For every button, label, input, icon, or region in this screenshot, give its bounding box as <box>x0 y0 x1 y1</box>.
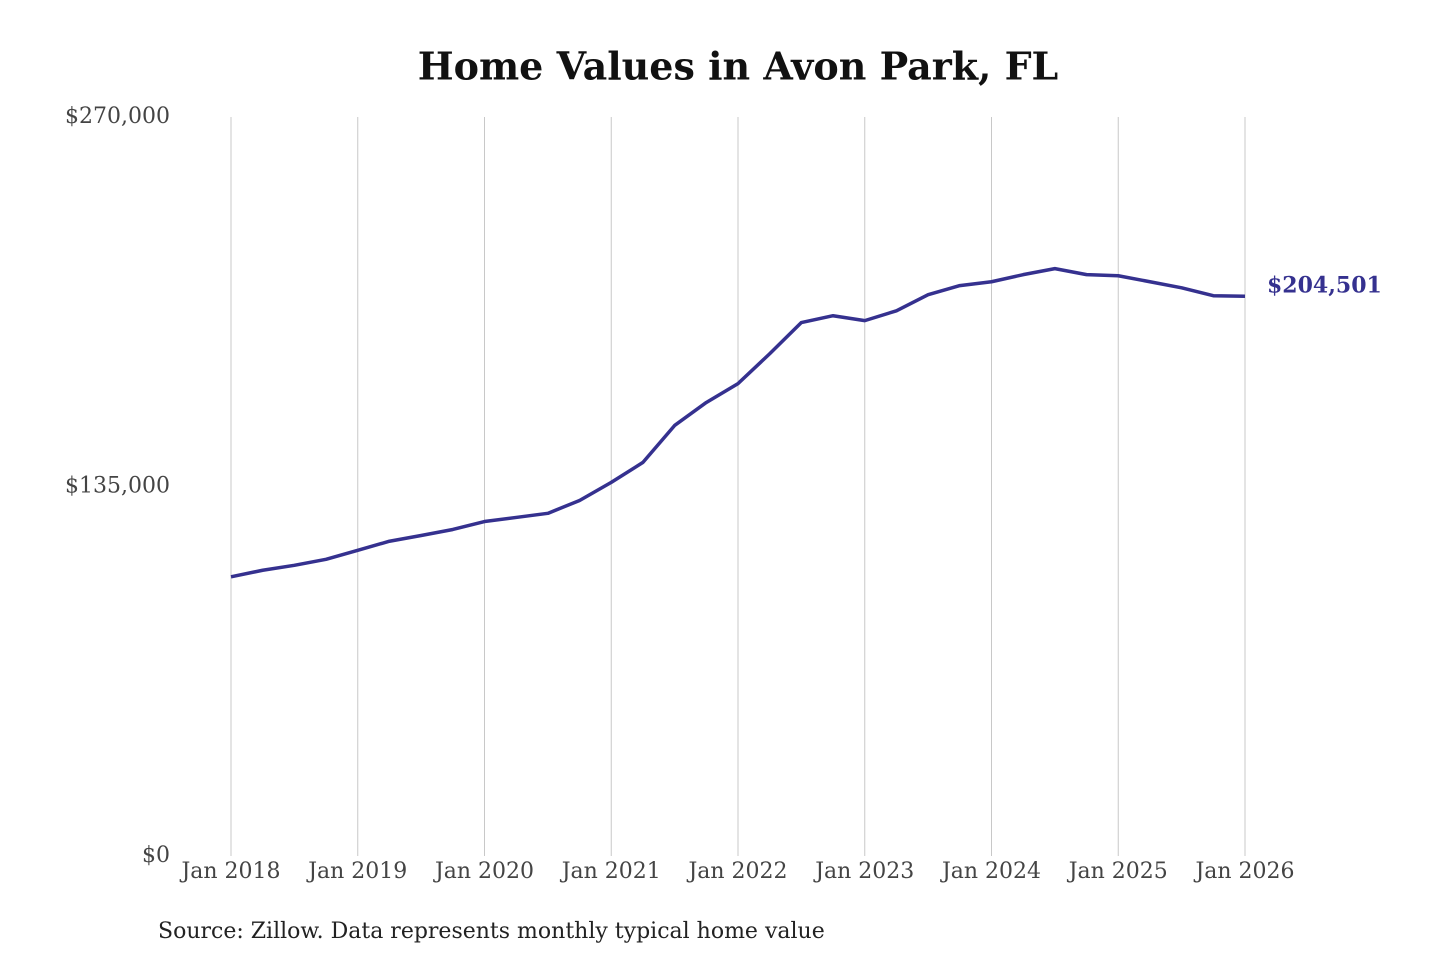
x-tick-label: Jan 2026 <box>1193 859 1294 884</box>
x-tick-label: Jan 2018 <box>179 859 280 884</box>
x-tick-label: Jan 2022 <box>686 859 787 884</box>
x-tick-label: Jan 2023 <box>813 859 914 884</box>
chart-title: Home Values in Avon Park, FL <box>418 44 1059 89</box>
line <box>230 266 1246 579</box>
value-label: $204,501 <box>1267 272 1382 298</box>
y-tick-label: $135,000 <box>65 474 170 499</box>
source-note: Source: Zillow. Data represents monthly … <box>158 919 825 944</box>
y-tick-label: $0 <box>142 843 170 868</box>
x-tick-label: Jan 2025 <box>1067 859 1168 884</box>
x-tick-label: Jan 2019 <box>306 859 407 884</box>
y-tick-label: $270,000 <box>65 104 170 129</box>
x-tick-label: Jan 2021 <box>560 859 661 884</box>
x-tick-label: Jan 2024 <box>940 859 1041 884</box>
x-tick-label: Jan 2020 <box>433 859 534 884</box>
